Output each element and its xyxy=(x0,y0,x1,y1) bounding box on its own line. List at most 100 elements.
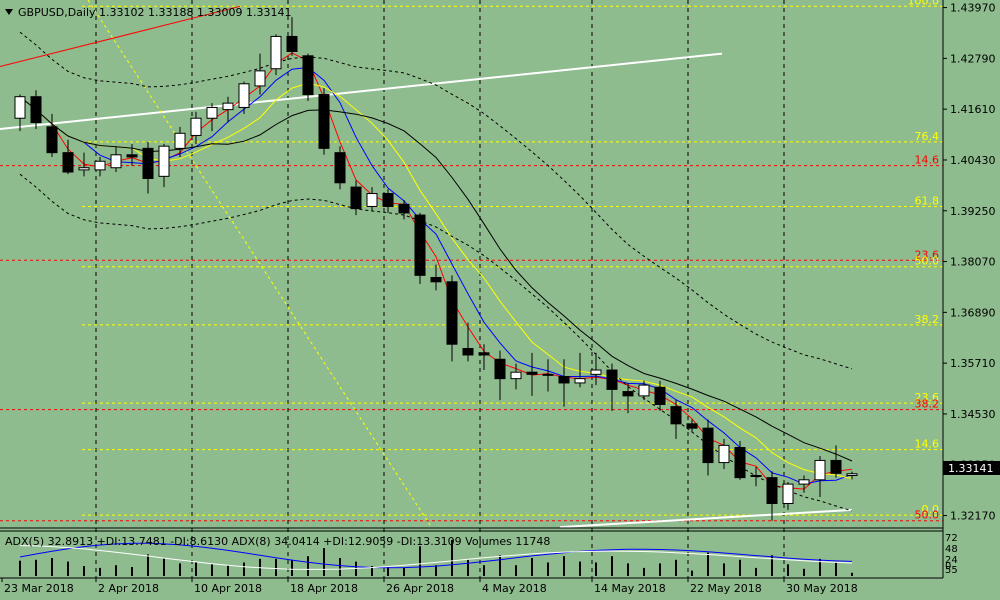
candle-2018-04-17[interactable] xyxy=(286,17,298,56)
candle-2018-03-26[interactable] xyxy=(30,90,42,129)
candle-2018-04-10[interactable] xyxy=(206,103,218,132)
candle-2018-03-29[interactable] xyxy=(78,152,90,177)
candle-2018-03-28[interactable] xyxy=(62,139,74,175)
candle-2018-04-19[interactable] xyxy=(318,88,330,155)
candle-2018-05-10[interactable] xyxy=(558,359,570,407)
candle-2018-04-24[interactable] xyxy=(366,187,378,211)
candle-2018-05-01[interactable] xyxy=(446,275,458,362)
fibonacci-levels: 100.076.414.661.823.650.038.223.638.214.… xyxy=(0,0,943,522)
candle-2018-04-13[interactable] xyxy=(254,53,266,95)
candle-2018-05-11[interactable] xyxy=(574,352,586,388)
price-tick-label: 1.39250 xyxy=(950,205,996,218)
candle-body xyxy=(158,145,170,177)
triangle-down-icon[interactable] xyxy=(5,9,13,15)
indicator-scale-label: 0 xyxy=(945,561,951,572)
adx-line-white xyxy=(19,545,853,570)
candle-body xyxy=(366,193,378,207)
fib-level-label: 0.0 xyxy=(922,503,940,516)
candle-2018-05-17[interactable] xyxy=(638,380,650,401)
indicator-scale-label: 72 xyxy=(945,533,958,544)
candle-2018-05-08[interactable] xyxy=(526,352,538,396)
candle-2018-04-03[interactable] xyxy=(126,144,138,166)
candle-body xyxy=(462,348,474,356)
candle-2018-04-26[interactable] xyxy=(398,200,410,220)
candle-2018-05-23[interactable] xyxy=(702,419,714,476)
candle-body xyxy=(782,483,794,504)
candle-body xyxy=(622,391,634,397)
candle-2018-05-22[interactable] xyxy=(686,419,698,433)
candle-2018-04-06[interactable] xyxy=(174,126,186,157)
candle-2018-05-24[interactable] xyxy=(718,438,730,470)
candle-body xyxy=(318,94,330,149)
candle-2018-05-07[interactable] xyxy=(510,363,522,390)
candle-2018-06-04[interactable] xyxy=(830,445,842,478)
candle-body xyxy=(686,423,698,429)
candle-body xyxy=(478,352,490,356)
candle-2018-04-16[interactable] xyxy=(270,34,282,76)
candle-2018-05-02[interactable] xyxy=(462,322,474,362)
candle-2018-04-18[interactable] xyxy=(302,53,314,102)
symbol-info: GBPUSD,Daily 1.33102 1.33188 1.33009 1.3… xyxy=(18,6,291,19)
candle-body xyxy=(126,154,138,158)
candle-2018-05-16[interactable] xyxy=(622,382,634,414)
candle-body xyxy=(14,96,26,119)
candle-2018-04-30[interactable] xyxy=(430,264,442,291)
candle-2018-04-12[interactable] xyxy=(238,81,250,114)
candle-2018-05-14[interactable] xyxy=(590,352,602,386)
candle-2018-03-27[interactable] xyxy=(46,113,58,157)
fib-level-label: 38.2 xyxy=(915,398,940,411)
candle-2018-05-09[interactable] xyxy=(542,359,554,392)
price-tick-label: 1.35710 xyxy=(950,357,996,370)
candle-2018-05-31[interactable] xyxy=(798,475,810,493)
fib-level-label: 76.4 xyxy=(915,130,940,143)
candle-2018-04-04[interactable] xyxy=(142,141,154,194)
candle-2018-05-04[interactable] xyxy=(494,350,506,401)
candle-2018-05-03[interactable] xyxy=(478,344,490,371)
candle-2018-05-28[interactable] xyxy=(750,466,762,487)
candle-2018-05-30[interactable] xyxy=(782,481,794,510)
time-axis: 23 Mar 2018 2 Apr 2018 10 Apr 2018 18 Apr 2… xyxy=(1,578,858,595)
fib-level-label: 100.0 xyxy=(908,0,940,7)
time-tick-label: 14 May 2018 xyxy=(594,582,666,595)
candle-2018-05-18[interactable] xyxy=(654,380,666,411)
candle-2018-04-05[interactable] xyxy=(158,144,170,188)
candle-2018-04-25[interactable] xyxy=(382,189,394,213)
candle-2018-03-23[interactable] xyxy=(14,94,26,132)
candle-2018-04-23[interactable] xyxy=(350,180,362,216)
candle-body xyxy=(286,35,298,53)
candle-body xyxy=(430,276,442,283)
fib-level-label: 50.0 xyxy=(915,255,940,268)
candle-body xyxy=(718,444,730,464)
fib-level-label: 23.6 xyxy=(915,391,940,404)
candle-body xyxy=(590,369,602,375)
candle-body xyxy=(222,102,234,111)
candle-2018-05-25[interactable] xyxy=(734,441,746,480)
candle-2018-04-27[interactable] xyxy=(414,212,426,284)
candle-body xyxy=(558,375,570,384)
candle-body xyxy=(302,55,314,96)
candle-2018-04-09[interactable] xyxy=(190,111,202,145)
indicator-scale-label: 48 xyxy=(945,544,958,555)
candle-body xyxy=(798,479,810,485)
candle-body xyxy=(814,459,826,481)
candle-2018-06-05[interactable] xyxy=(846,471,858,480)
candle-2018-03-30[interactable] xyxy=(94,156,106,177)
candle-2018-06-01[interactable] xyxy=(814,456,826,498)
candle-2018-05-15[interactable] xyxy=(606,363,618,411)
candle-body xyxy=(526,371,538,375)
candle-2018-05-29[interactable] xyxy=(766,471,778,521)
price-tick-label: 1.40430 xyxy=(950,154,996,167)
candle-body xyxy=(414,214,426,276)
indicator-legend: ADX(5) 32.8913 +DI:13.7481 -DI:8.6130 AD… xyxy=(5,535,550,548)
candle-2018-04-20[interactable] xyxy=(334,146,346,190)
trendline-lower[interactable] xyxy=(559,508,853,529)
trendline-upper[interactable] xyxy=(0,52,723,130)
fib-level-label: 14.6 xyxy=(915,438,940,451)
candle-2018-04-02[interactable] xyxy=(110,146,122,173)
candle-2018-05-21[interactable] xyxy=(670,400,682,439)
candle-2018-04-11[interactable] xyxy=(222,96,234,123)
candle-body xyxy=(542,373,554,376)
